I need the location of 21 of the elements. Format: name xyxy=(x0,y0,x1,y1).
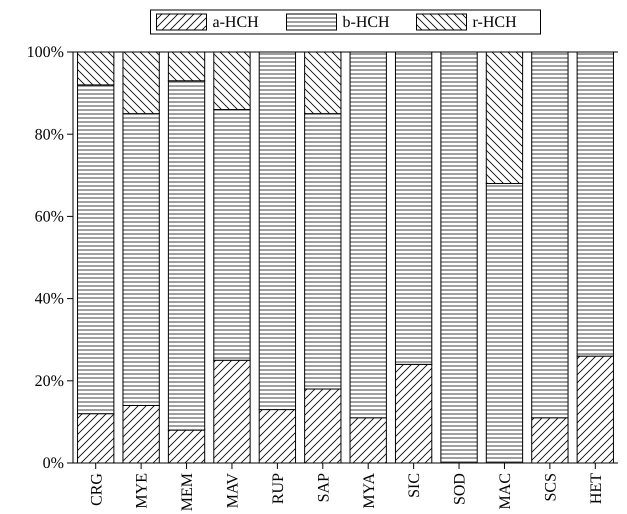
x-tick-label: RUP xyxy=(270,472,287,504)
x-tick-label: SOD xyxy=(452,473,469,506)
y-tick-label: 100% xyxy=(26,44,64,62)
y-tick-label: 60% xyxy=(34,208,64,226)
x-tick-label: MEM xyxy=(179,473,196,512)
x-tick-label: MYE xyxy=(134,473,151,509)
legend-label: b-HCH xyxy=(342,14,390,31)
x-tick-label: MAV xyxy=(224,472,242,508)
x-tick-label: CRG xyxy=(88,472,106,506)
y-tick-label: 80% xyxy=(34,126,64,144)
x-tick-label: MAC xyxy=(497,473,514,510)
y-tick-label: 40% xyxy=(34,290,64,308)
legend-label: r-HCH xyxy=(472,14,518,31)
x-tick-label: MYA xyxy=(360,472,378,509)
x-tick-label: HET xyxy=(588,472,605,504)
legend-label: a-HCH xyxy=(212,14,260,31)
y-tick-label: 0% xyxy=(42,455,64,472)
y-tick-label: 20% xyxy=(34,372,64,390)
x-tick-label: SCS xyxy=(542,473,560,502)
x-tick-label: SIC xyxy=(406,473,424,498)
x-tick-label: SAP xyxy=(315,472,332,502)
